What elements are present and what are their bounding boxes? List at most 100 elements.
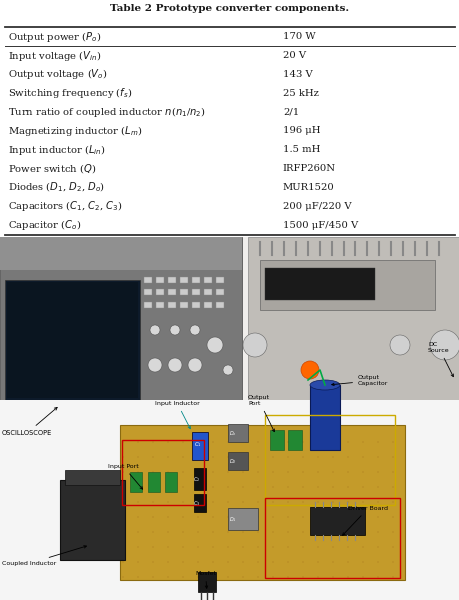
Circle shape <box>302 441 303 443</box>
Bar <box>0 237 241 437</box>
Circle shape <box>302 561 303 563</box>
Text: Output
Port: Output Port <box>247 395 274 431</box>
Circle shape <box>257 576 258 578</box>
Circle shape <box>302 546 303 548</box>
Text: Input Inductor: Input Inductor <box>155 401 199 429</box>
Circle shape <box>241 576 243 578</box>
Circle shape <box>212 531 213 533</box>
Circle shape <box>391 531 393 533</box>
Circle shape <box>122 561 124 563</box>
Bar <box>130 472 142 492</box>
Circle shape <box>271 501 274 503</box>
Bar <box>197 572 216 592</box>
Circle shape <box>241 516 243 518</box>
Text: Magnetizing inductor ($L_m$): Magnetizing inductor ($L_m$) <box>8 124 142 138</box>
Circle shape <box>196 441 199 443</box>
Circle shape <box>271 471 274 473</box>
Circle shape <box>391 501 393 503</box>
Circle shape <box>167 456 168 458</box>
Circle shape <box>257 531 258 533</box>
Circle shape <box>271 546 274 548</box>
Circle shape <box>182 516 184 518</box>
Bar <box>120 425 404 580</box>
Circle shape <box>190 325 200 335</box>
Circle shape <box>376 486 378 488</box>
Circle shape <box>361 471 363 473</box>
Circle shape <box>241 561 243 563</box>
Circle shape <box>241 531 243 533</box>
Text: Input Port: Input Port <box>108 464 142 489</box>
Circle shape <box>122 471 124 473</box>
Circle shape <box>331 441 333 443</box>
Bar <box>247 237 459 402</box>
Circle shape <box>346 531 348 533</box>
Circle shape <box>376 516 378 518</box>
Bar <box>203 277 212 283</box>
Circle shape <box>286 561 288 563</box>
Circle shape <box>137 561 139 563</box>
Circle shape <box>389 335 409 355</box>
Circle shape <box>212 576 213 578</box>
Circle shape <box>316 486 318 488</box>
Bar <box>156 289 164 295</box>
Bar <box>65 470 120 485</box>
Circle shape <box>137 441 139 443</box>
Circle shape <box>271 441 274 443</box>
Bar <box>194 468 206 490</box>
Bar <box>144 302 151 308</box>
Circle shape <box>361 486 363 488</box>
Circle shape <box>242 333 266 357</box>
Circle shape <box>316 456 318 458</box>
Circle shape <box>316 561 318 563</box>
Circle shape <box>212 441 213 443</box>
Circle shape <box>257 561 258 563</box>
Circle shape <box>316 471 318 473</box>
Circle shape <box>226 561 229 563</box>
Circle shape <box>391 516 393 518</box>
Circle shape <box>167 546 168 548</box>
Bar <box>228 424 247 442</box>
Circle shape <box>196 456 199 458</box>
Circle shape <box>167 516 168 518</box>
Bar <box>203 302 212 308</box>
Circle shape <box>376 531 378 533</box>
Circle shape <box>167 561 168 563</box>
Circle shape <box>271 456 274 458</box>
Circle shape <box>346 561 348 563</box>
Circle shape <box>257 486 258 488</box>
Circle shape <box>331 561 333 563</box>
Circle shape <box>391 561 393 563</box>
Circle shape <box>148 358 162 372</box>
Bar <box>191 277 200 283</box>
Circle shape <box>271 486 274 488</box>
Circle shape <box>286 516 288 518</box>
Circle shape <box>151 546 154 548</box>
Circle shape <box>286 456 288 458</box>
Circle shape <box>188 358 202 372</box>
Circle shape <box>226 531 229 533</box>
Circle shape <box>137 576 139 578</box>
Circle shape <box>257 501 258 503</box>
Circle shape <box>212 561 213 563</box>
Text: $D_2$: $D_2$ <box>229 458 236 466</box>
Circle shape <box>137 456 139 458</box>
Circle shape <box>122 486 124 488</box>
Circle shape <box>331 531 333 533</box>
Bar <box>191 302 200 308</box>
Text: 25 kHz: 25 kHz <box>282 89 318 98</box>
Bar <box>309 507 364 535</box>
Circle shape <box>241 471 243 473</box>
Circle shape <box>346 456 348 458</box>
Circle shape <box>182 501 184 503</box>
Circle shape <box>331 486 333 488</box>
Circle shape <box>196 516 199 518</box>
Circle shape <box>346 576 348 578</box>
Circle shape <box>302 471 303 473</box>
Circle shape <box>196 486 199 488</box>
Circle shape <box>137 471 139 473</box>
Circle shape <box>167 531 168 533</box>
Bar <box>216 277 224 283</box>
Circle shape <box>182 546 184 548</box>
Circle shape <box>212 546 213 548</box>
Circle shape <box>226 501 229 503</box>
